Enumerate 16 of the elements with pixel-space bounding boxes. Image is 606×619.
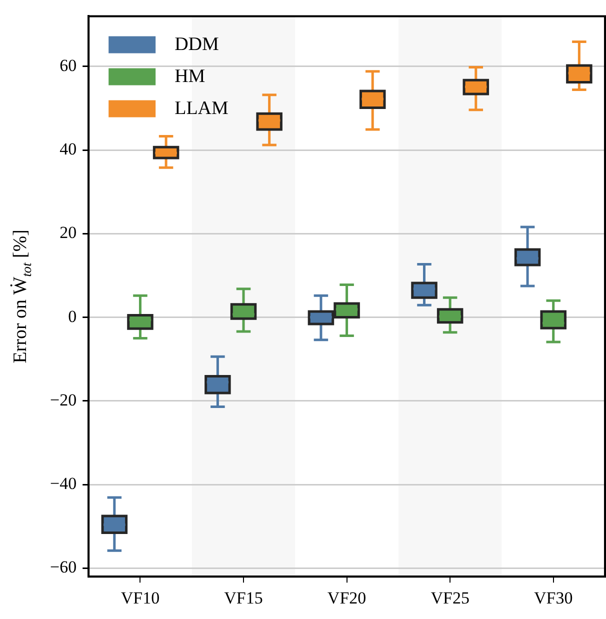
y-tick-label: −20 xyxy=(50,390,77,410)
legend-label: DDM xyxy=(174,34,220,56)
x-tick-label: VF25 xyxy=(430,588,470,608)
legend-label: HM xyxy=(174,66,206,88)
y-tick-label: 40 xyxy=(60,139,77,158)
y-axis-title: Error on Ẇtot [%] xyxy=(10,230,34,364)
x-tick-label: VF15 xyxy=(224,588,263,608)
x-tick-label: VF20 xyxy=(327,588,366,608)
x-tick-label: VF30 xyxy=(534,588,573,608)
y-tick-label: −40 xyxy=(50,474,77,494)
x-tick-label: VF10 xyxy=(120,588,160,608)
y-tick-label: −60 xyxy=(50,558,77,577)
y-tick-label: 0 xyxy=(68,306,77,326)
legend-label: LLAM xyxy=(174,98,229,120)
y-tick-label: 20 xyxy=(60,223,77,242)
y-tick-label: 60 xyxy=(60,56,77,75)
